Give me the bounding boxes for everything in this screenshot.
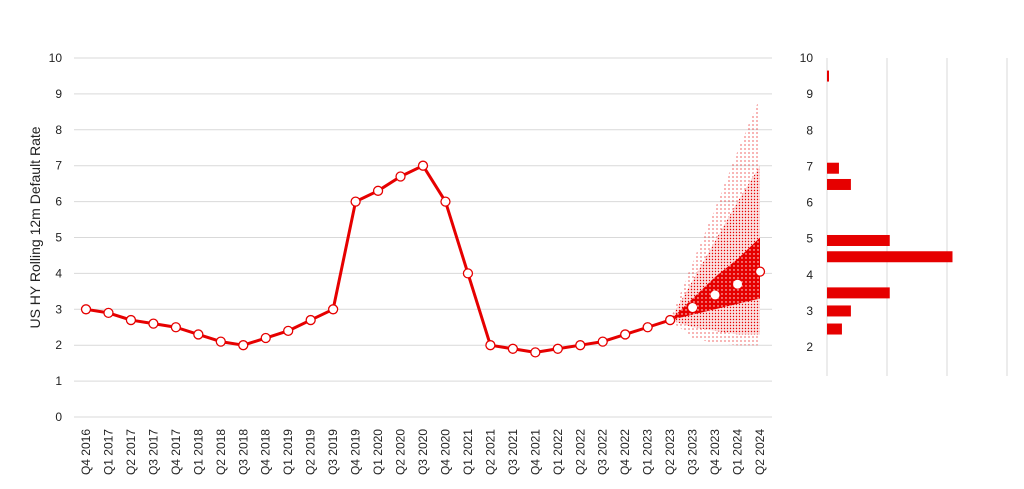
- x-tick-label: Q1 2020: [371, 429, 385, 475]
- hist-y-tick-label: 8: [806, 123, 813, 137]
- x-tick-label: Q4 2023: [708, 429, 722, 475]
- hist-y-tick-label: 5: [806, 232, 813, 246]
- data-point: [417, 160, 429, 171]
- hist-bar: [827, 234, 890, 246]
- hist-y-tick-label: 7: [806, 159, 813, 173]
- y-tick-label: 2: [55, 338, 62, 352]
- y-tick-label: 9: [55, 87, 62, 101]
- data-point: [283, 325, 294, 336]
- x-tick-label: Q3 2022: [596, 429, 610, 475]
- hist-y-tick-label: 6: [806, 196, 813, 210]
- x-tick-label: Q4 2021: [528, 429, 542, 475]
- data-point: [552, 343, 563, 354]
- y-tick-label: 3: [55, 302, 62, 316]
- hist-y-tick-label: 9: [806, 87, 813, 101]
- data-point: [597, 336, 608, 347]
- data-point: [485, 340, 496, 351]
- hist-y-tick-label: 4: [806, 268, 813, 282]
- data-point: [620, 329, 631, 340]
- x-tick-label: Q3 2017: [146, 429, 160, 475]
- data-point: [125, 314, 137, 326]
- y-tick-label: 8: [55, 123, 62, 137]
- data-point: [530, 347, 541, 358]
- x-tick-label: Q4 2017: [169, 429, 183, 475]
- y-tick-label: 5: [55, 231, 62, 245]
- x-tick-label: Q1 2018: [191, 429, 205, 475]
- x-tick-label: Q4 2019: [349, 429, 363, 475]
- hist-bar: [827, 162, 839, 174]
- data-point: [260, 332, 271, 344]
- hist-y-tick-label: 2: [806, 340, 813, 354]
- forecast-point: [710, 290, 720, 300]
- hist-bar: [827, 305, 851, 317]
- x-tick-label: Q3 2020: [416, 429, 430, 475]
- hist-y-tick-label: 10: [800, 51, 814, 65]
- x-tick-label: Q2 2023: [663, 429, 677, 475]
- data-point: [305, 314, 316, 326]
- y-tick-label: 4: [55, 266, 62, 280]
- x-tick-label: Q1 2024: [731, 429, 745, 475]
- x-tick-label: Q2 2021: [483, 429, 497, 475]
- data-point: [350, 196, 361, 207]
- hist-bar: [827, 287, 890, 299]
- forecast-point: [733, 279, 742, 289]
- data-point: [80, 304, 92, 315]
- forecast-point: [754, 266, 766, 277]
- x-tick-label: Q4 2016: [79, 429, 93, 475]
- x-tick-label: Q2 2024: [753, 429, 767, 475]
- data-point: [215, 336, 226, 347]
- x-tick-label: Q1 2021: [461, 429, 475, 475]
- y-axis-label: US HY Rolling 12m Default Rate: [27, 126, 43, 328]
- hist-bar: [827, 251, 953, 263]
- y-tick-label: 1: [55, 374, 62, 388]
- data-point: [462, 268, 474, 279]
- x-tick-label: Q2 2022: [573, 429, 587, 475]
- x-tick-label: Q2 2018: [214, 429, 228, 475]
- y-tick-label: 6: [55, 195, 62, 209]
- x-tick-label: Q2 2019: [304, 429, 318, 475]
- x-tick-label: Q4 2020: [438, 429, 452, 475]
- data-point: [507, 343, 519, 354]
- data-point: [642, 322, 653, 333]
- data-point: [148, 318, 159, 329]
- data-point: [440, 196, 451, 207]
- data-point: [170, 322, 182, 333]
- x-tick-label: Q3 2023: [686, 429, 700, 475]
- x-tick-label: Q1 2022: [551, 429, 565, 475]
- data-point: [238, 340, 249, 351]
- hist-bar: [827, 323, 842, 335]
- x-tick-label: Q1 2023: [641, 429, 655, 475]
- x-tick-label: Q2 2017: [124, 429, 138, 475]
- x-tick-label: Q4 2018: [259, 429, 273, 475]
- data-point: [395, 171, 406, 182]
- data-point: [575, 340, 586, 351]
- data-point: [372, 185, 384, 196]
- data-point: [103, 307, 114, 319]
- hist-y-tick-label: 3: [806, 304, 813, 318]
- x-tick-label: Q4 2022: [618, 429, 632, 475]
- hist-bar: [827, 70, 829, 82]
- forecast-band-core: [670, 237, 760, 321]
- x-tick-label: Q3 2018: [236, 429, 250, 475]
- x-tick-label: Q1 2019: [281, 429, 295, 475]
- y-tick-label: 10: [49, 51, 63, 65]
- forecast-point: [688, 303, 698, 312]
- hist-bar: [827, 178, 851, 190]
- x-tick-label: Q1 2017: [101, 429, 115, 475]
- x-tick-label: Q3 2019: [326, 429, 340, 475]
- data-point: [327, 304, 339, 315]
- y-tick-label: 0: [55, 410, 62, 424]
- x-tick-label: Q2 2020: [394, 429, 408, 475]
- x-tick-label: Q3 2021: [506, 429, 520, 475]
- y-tick-label: 7: [55, 159, 62, 173]
- data-point: [193, 329, 204, 340]
- data-point: [664, 314, 676, 326]
